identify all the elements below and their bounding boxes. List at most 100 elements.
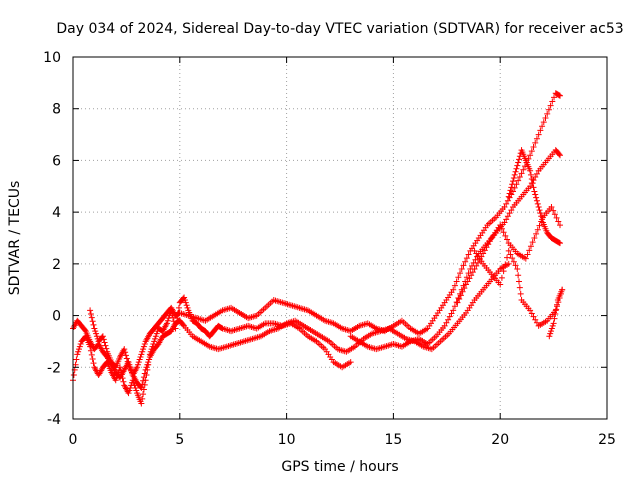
interp-point [529, 180, 536, 187]
interp-point [459, 288, 466, 295]
interp-point [101, 339, 108, 346]
interp-point [134, 361, 141, 368]
interp-point [481, 247, 488, 254]
interp-point [545, 106, 552, 113]
interp-point [89, 318, 96, 325]
interp-point [462, 258, 469, 265]
interp-point [75, 346, 82, 353]
interp-point [512, 168, 519, 175]
interp-point [528, 310, 535, 317]
interp-point [140, 343, 147, 350]
data-point [142, 366, 149, 373]
interp-point [512, 262, 519, 269]
x-tick-label: 15 [384, 432, 402, 448]
interp-point [139, 381, 146, 388]
data-point [514, 162, 521, 169]
interp-point [124, 358, 131, 365]
interp-point [503, 216, 510, 223]
interp-point [532, 173, 539, 180]
data-point [138, 384, 145, 391]
x-axis-label: GPS time / hours [281, 459, 398, 475]
interp-point [533, 194, 540, 201]
data-point [522, 255, 529, 262]
interp-point [123, 355, 130, 362]
interp-point [510, 258, 517, 265]
interp-point [502, 261, 509, 268]
interp-point [457, 292, 464, 299]
series-marks [471, 247, 566, 329]
data-point [347, 359, 354, 366]
interp-point [464, 278, 471, 285]
data-point [458, 266, 465, 273]
interp-point [527, 243, 534, 250]
series-marks [347, 147, 564, 353]
data-point [138, 351, 145, 358]
interp-point [165, 315, 172, 322]
data-point [548, 203, 555, 210]
interp-point [102, 342, 109, 349]
interp-point [513, 165, 520, 172]
interp-point [504, 197, 511, 204]
interp-point [533, 170, 540, 177]
interp-point [520, 166, 527, 173]
interp-point [551, 315, 558, 322]
series-marks [505, 147, 564, 247]
data-point [557, 240, 564, 247]
interp-point [510, 175, 517, 182]
interp-point [76, 343, 83, 350]
interp-point [549, 322, 556, 329]
interp-point [483, 244, 490, 251]
interp-point [533, 319, 540, 326]
interp-point [486, 238, 493, 245]
interp-point [141, 341, 148, 348]
interp-point [555, 218, 562, 225]
interp-point [460, 282, 467, 289]
interp-point [455, 274, 462, 281]
interp-point [88, 314, 95, 321]
data-point [112, 377, 119, 384]
interp-point [181, 297, 188, 304]
interp-point [140, 377, 147, 384]
interp-point [122, 352, 129, 359]
interp-point [446, 313, 453, 320]
grid-lines [73, 57, 607, 419]
interp-point [456, 296, 463, 303]
interp-point [183, 302, 190, 309]
interp-point [498, 274, 505, 281]
data-point [544, 110, 551, 117]
interp-point [140, 391, 147, 398]
interp-point [218, 324, 225, 331]
data-point [535, 203, 542, 210]
interp-point [451, 282, 458, 289]
interp-point [453, 299, 460, 306]
interp-point [528, 176, 535, 183]
data-point [121, 346, 128, 353]
interp-point [534, 226, 541, 233]
interp-point [468, 272, 475, 279]
interp-point [184, 304, 191, 311]
interp-point [508, 207, 515, 214]
interp-point [530, 313, 537, 320]
interp-point [530, 143, 537, 150]
interp-point [515, 156, 522, 163]
data-point [471, 266, 478, 273]
data-point [557, 92, 564, 99]
interp-point [126, 387, 133, 394]
data-point [463, 281, 470, 288]
interp-point [474, 259, 481, 266]
data-point [505, 247, 512, 254]
interp-point [553, 306, 560, 313]
interp-point [140, 374, 147, 381]
interp-point [516, 284, 523, 291]
interp-point [556, 239, 563, 246]
interp-point [457, 270, 464, 277]
interp-point [506, 190, 513, 197]
interp-point [453, 278, 460, 285]
interp-point [548, 328, 555, 335]
interp-point [532, 316, 539, 323]
interp-point [533, 230, 540, 237]
interp-point [75, 348, 82, 355]
interp-point [131, 382, 138, 389]
interp-point [500, 229, 507, 236]
interp-point [500, 268, 507, 275]
